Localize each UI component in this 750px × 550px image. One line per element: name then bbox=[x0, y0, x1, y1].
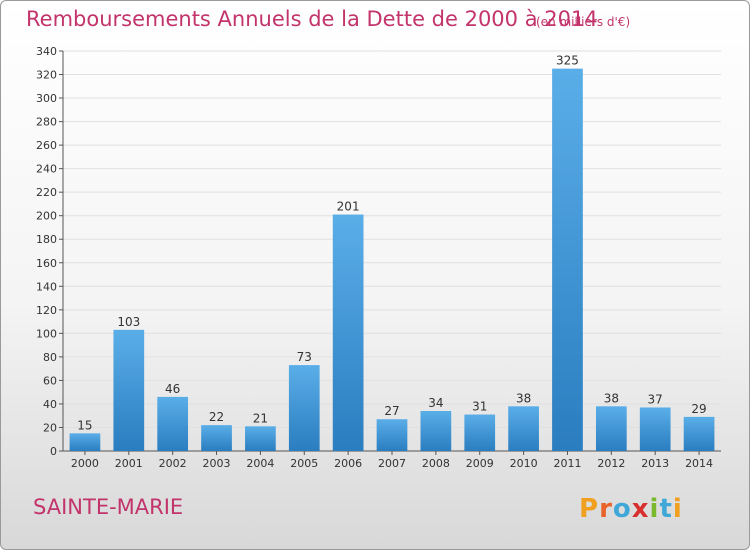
x-tick-label: 2010 bbox=[510, 457, 538, 470]
data-label: 31 bbox=[472, 400, 487, 414]
x-tick-label: 2006 bbox=[334, 457, 362, 470]
x-tick-label: 2005 bbox=[290, 457, 318, 470]
x-tick-label: 2014 bbox=[685, 457, 713, 470]
data-label: 201 bbox=[337, 200, 360, 214]
y-tick-label: 200 bbox=[36, 210, 57, 223]
chart-title: Remboursements Annuels de la Dette de 20… bbox=[26, 7, 598, 31]
svg-text:Proxiti: Proxiti bbox=[579, 494, 683, 524]
bar-2000 bbox=[69, 433, 101, 451]
y-tick-label: 220 bbox=[36, 186, 57, 199]
location-label: SAINTE-MARIE bbox=[33, 495, 184, 519]
x-tick-label: 2007 bbox=[378, 457, 406, 470]
y-tick-label: 60 bbox=[43, 374, 57, 387]
bar-2005 bbox=[288, 365, 320, 451]
y-tick-labels: 0 20 40 60 80 100 120 140 160 180 200 220 240 260 280 3… bbox=[36, 45, 57, 458]
y-tick-label: 180 bbox=[36, 233, 57, 246]
y-tick-label: 40 bbox=[43, 398, 57, 411]
data-label: 73 bbox=[297, 350, 312, 364]
data-label: 34 bbox=[428, 396, 443, 410]
x-tick-label: 2011 bbox=[553, 457, 581, 470]
y-tick-label: 80 bbox=[43, 351, 57, 364]
x-tick-label: 2003 bbox=[203, 457, 231, 470]
x-tick-label: 2002 bbox=[159, 457, 187, 470]
y-tick-label: 260 bbox=[36, 139, 57, 152]
y-tick-label: 0 bbox=[50, 445, 57, 458]
data-label: 29 bbox=[691, 402, 706, 416]
x-tick-label: 2008 bbox=[422, 457, 450, 470]
y-tick-label: 300 bbox=[36, 92, 57, 105]
x-tick-label: 2001 bbox=[115, 457, 143, 470]
y-tick-label: 240 bbox=[36, 163, 57, 176]
axes bbox=[59, 50, 721, 455]
bar-2013 bbox=[639, 407, 671, 451]
bar-2004 bbox=[245, 426, 276, 451]
data-label: 15 bbox=[77, 418, 92, 432]
bars bbox=[69, 68, 715, 451]
bar-2008 bbox=[420, 411, 452, 451]
y-tick-label: 100 bbox=[36, 327, 57, 340]
bar-2002 bbox=[157, 396, 189, 451]
bar-2012 bbox=[595, 406, 627, 451]
bar-2010 bbox=[508, 406, 539, 451]
data-label: 37 bbox=[648, 392, 663, 406]
data-label: 22 bbox=[209, 410, 224, 424]
data-label: 325 bbox=[556, 54, 579, 68]
bar-2006 bbox=[332, 214, 364, 451]
bar-2014 bbox=[683, 416, 715, 451]
chart-unit: (en milliers d'€) bbox=[536, 15, 631, 29]
y-tick-label: 120 bbox=[36, 304, 57, 317]
data-label: 103 bbox=[117, 315, 140, 329]
proxiti-logo: Proxiti bbox=[579, 494, 683, 524]
y-tick-label: 160 bbox=[36, 257, 57, 270]
y-tick-label: 140 bbox=[36, 280, 57, 293]
bar-2001 bbox=[113, 329, 145, 451]
x-tick-label: 2009 bbox=[466, 457, 494, 470]
x-tick-label: 2013 bbox=[641, 457, 669, 470]
grid-lines bbox=[63, 50, 721, 452]
x-tick-label: 2000 bbox=[71, 457, 99, 470]
x-tick-labels: 2000 2001 2002 2003 2004 2005 2006 2007 2008 2009… bbox=[71, 457, 713, 470]
data-label: 27 bbox=[384, 404, 399, 418]
bar-2003 bbox=[201, 425, 232, 451]
y-tick-label: 320 bbox=[36, 69, 57, 82]
bar-2011 bbox=[552, 68, 583, 451]
y-tick-label: 280 bbox=[36, 116, 57, 129]
bar-2007 bbox=[376, 419, 408, 451]
x-tick-label: 2004 bbox=[246, 457, 274, 470]
data-label: 38 bbox=[604, 391, 619, 405]
y-tick-label: 20 bbox=[43, 421, 57, 434]
data-label: 38 bbox=[516, 391, 531, 405]
bar-2009 bbox=[464, 414, 496, 451]
y-tick-label: 340 bbox=[36, 45, 57, 58]
x-tick-label: 2012 bbox=[597, 457, 625, 470]
data-labels: 15 103 46 22 21 73 201 27 34 31 38 325 38 37 29 bbox=[77, 54, 706, 433]
data-label: 46 bbox=[165, 382, 180, 396]
data-label: 21 bbox=[253, 411, 268, 425]
